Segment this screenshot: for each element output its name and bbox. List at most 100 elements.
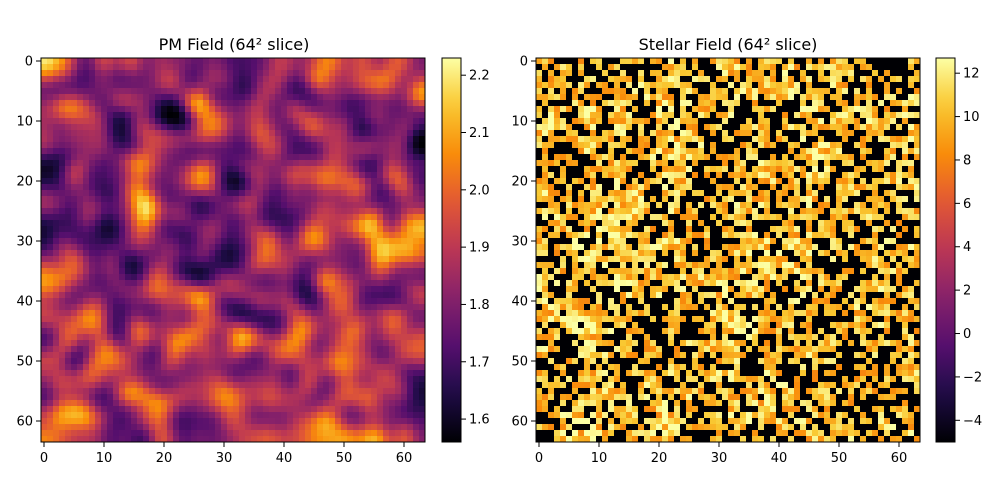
heatmap-cell [716, 94, 723, 101]
heatmap-cell [143, 430, 150, 437]
heatmap-cell [413, 424, 420, 431]
heatmap-cell [419, 412, 426, 419]
heatmap-cell [896, 82, 903, 89]
heatmap-cell [650, 64, 657, 71]
heatmap-cell [638, 64, 645, 71]
heatmap-cell [179, 238, 186, 245]
heatmap-cell [698, 58, 705, 65]
heatmap-cell [341, 130, 348, 137]
heatmap-cell [275, 430, 282, 437]
heatmap-cell [287, 154, 294, 161]
heatmap-cell [371, 334, 378, 341]
heatmap-cell [830, 112, 837, 119]
heatmap-cell [383, 106, 390, 113]
heatmap-cell [233, 64, 240, 71]
heatmap-cell [299, 232, 306, 239]
heatmap-cell [59, 352, 66, 359]
heatmap-cell [113, 346, 120, 353]
heatmap-cell [305, 82, 312, 89]
heatmap-cell [161, 130, 168, 137]
heatmap-cell [155, 430, 162, 437]
heatmap-cell [401, 190, 408, 197]
heatmap-cell [341, 400, 348, 407]
heatmap-cell [41, 202, 48, 209]
heatmap-cell [596, 64, 603, 71]
heatmap-cell [407, 196, 414, 203]
heatmap-cell [566, 58, 573, 65]
heatmap-cell [209, 220, 216, 227]
heatmap-cell [107, 388, 114, 395]
heatmap-cell [233, 256, 240, 263]
heatmap-cell [317, 142, 324, 149]
heatmap-cell [41, 346, 48, 353]
heatmap-cell [419, 238, 426, 245]
heatmap-cell [227, 316, 234, 323]
heatmap-cell [209, 400, 216, 407]
heatmap-cell [698, 88, 705, 95]
heatmap-cell [209, 130, 216, 137]
heatmap-cell [215, 274, 222, 281]
heatmap-cell [824, 58, 831, 65]
heatmap-cell [407, 364, 414, 371]
heatmap-cell [83, 178, 90, 185]
heatmap-cell [311, 322, 318, 329]
heatmap-cell [407, 220, 414, 227]
heatmap-cell [233, 418, 240, 425]
heatmap-cell [371, 400, 378, 407]
heatmap-cell [185, 76, 192, 83]
heatmap-cell [143, 70, 150, 77]
heatmap-cell [47, 418, 54, 425]
heatmap-cell [209, 136, 216, 143]
heatmap-cell [287, 436, 294, 443]
heatmap-cell [113, 298, 120, 305]
heatmap-cell [347, 292, 354, 299]
heatmap-cell [173, 148, 180, 155]
heatmap-cell [59, 82, 66, 89]
heatmap-cell [866, 88, 873, 95]
heatmap-cell [191, 286, 198, 293]
heatmap-cell [203, 154, 210, 161]
heatmap-cell [113, 100, 120, 107]
heatmap-cell [371, 244, 378, 251]
heatmap-cell [377, 430, 384, 437]
heatmap-cell [251, 166, 258, 173]
heatmap-cell [77, 190, 84, 197]
heatmap-cell [227, 214, 234, 221]
heatmap-cell [131, 280, 138, 287]
heatmap-cell [53, 154, 60, 161]
heatmap-cell [263, 184, 270, 191]
heatmap-cell [221, 202, 228, 209]
heatmap-cell [155, 316, 162, 323]
heatmap-cell [185, 58, 192, 65]
heatmap-cell [305, 118, 312, 125]
heatmap-cell [239, 316, 246, 323]
heatmap-cell [77, 364, 84, 371]
heatmap-cell [107, 334, 114, 341]
heatmap-cell [179, 94, 186, 101]
heatmap-cell [71, 250, 78, 257]
heatmap-cell [770, 64, 777, 71]
heatmap-cell [752, 76, 759, 83]
heatmap-cell [77, 58, 84, 65]
heatmap-cell [401, 112, 408, 119]
heatmap-cell [41, 76, 48, 83]
heatmap-cell [842, 124, 849, 131]
heatmap-cell [65, 340, 72, 347]
heatmap-cell [263, 310, 270, 317]
heatmap-cell [197, 142, 204, 149]
heatmap-cell [125, 394, 132, 401]
heatmap-cell [680, 76, 687, 83]
heatmap-cell [239, 280, 246, 287]
heatmap-cell [305, 436, 312, 443]
heatmap-cell [179, 388, 186, 395]
heatmap-cell [353, 376, 360, 383]
heatmap-cell [203, 124, 210, 131]
heatmap-cell [203, 160, 210, 167]
heatmap-cell [221, 406, 228, 413]
heatmap-cell [353, 334, 360, 341]
heatmap-cell [107, 226, 114, 233]
heatmap-cell [77, 304, 84, 311]
heatmap-cell [281, 376, 288, 383]
heatmap-cell [830, 88, 837, 95]
heatmap-cell [131, 250, 138, 257]
